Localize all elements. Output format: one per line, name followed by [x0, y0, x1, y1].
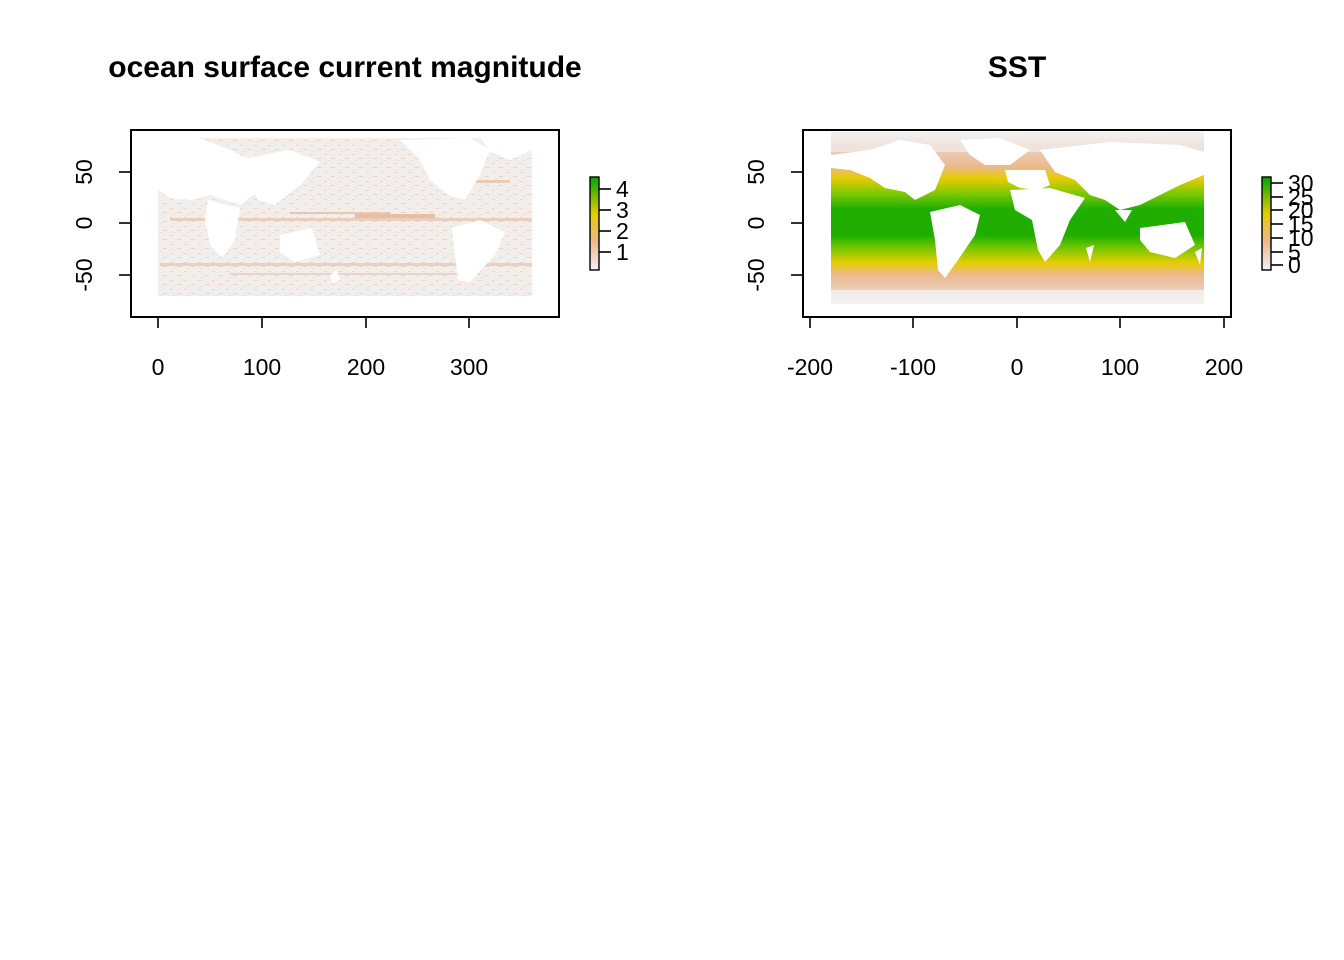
legend-tick-label: 5 — [1288, 239, 1301, 265]
x-axis: -200 -100 0 100 200 — [787, 316, 1243, 380]
legend-tick-label: 2 — [616, 218, 629, 244]
y-tick-label: -50 — [743, 258, 769, 291]
color-legend: 1 2 3 4 — [589, 176, 629, 271]
legend-tick-label: 1 — [616, 239, 629, 265]
x-tick-label: -100 — [890, 354, 936, 380]
y-tick-label: 0 — [743, 217, 769, 230]
legend-tick-label: 20 — [1288, 197, 1314, 223]
y-tick-label: -50 — [71, 258, 97, 291]
legend-tick-label: 10 — [1288, 225, 1314, 251]
sst-map — [831, 132, 1204, 304]
x-tick-label: -200 — [787, 354, 833, 380]
legend-tick-label: 15 — [1288, 211, 1314, 237]
legend-tick-label: 25 — [1288, 184, 1314, 210]
legend-tick-label: 30 — [1288, 170, 1314, 196]
legend-tick-label: 3 — [616, 197, 629, 223]
panel-title: ocean surface current magnitude — [108, 51, 581, 84]
current-magnitude-panel: ocean surface current magnitude — [71, 51, 629, 380]
legend-colorbar — [589, 176, 600, 271]
x-tick-label: 200 — [1205, 354, 1243, 380]
y-tick-label: 50 — [71, 159, 97, 185]
y-axis: -50 0 50 — [71, 159, 132, 292]
legend-tick-label: 4 — [616, 176, 629, 202]
x-axis: 0 100 200 300 — [152, 316, 488, 380]
legend-tick-label: 0 — [1288, 252, 1301, 278]
x-tick-label: 100 — [1101, 354, 1139, 380]
y-axis: -50 0 50 — [743, 159, 804, 292]
current-magnitude-map — [158, 138, 532, 303]
legend-colorbar — [1261, 176, 1272, 271]
x-tick-label: 0 — [1011, 354, 1024, 380]
x-tick-label: 200 — [347, 354, 385, 380]
panel-title: SST — [988, 51, 1046, 84]
y-tick-label: 0 — [71, 217, 97, 230]
x-tick-label: 0 — [152, 354, 165, 380]
x-tick-label: 100 — [243, 354, 281, 380]
x-tick-label: 300 — [450, 354, 488, 380]
y-tick-label: 50 — [743, 159, 769, 185]
sst-panel: SST — [743, 51, 1314, 380]
color-legend: 0 5 10 15 20 25 30 — [1261, 170, 1314, 278]
